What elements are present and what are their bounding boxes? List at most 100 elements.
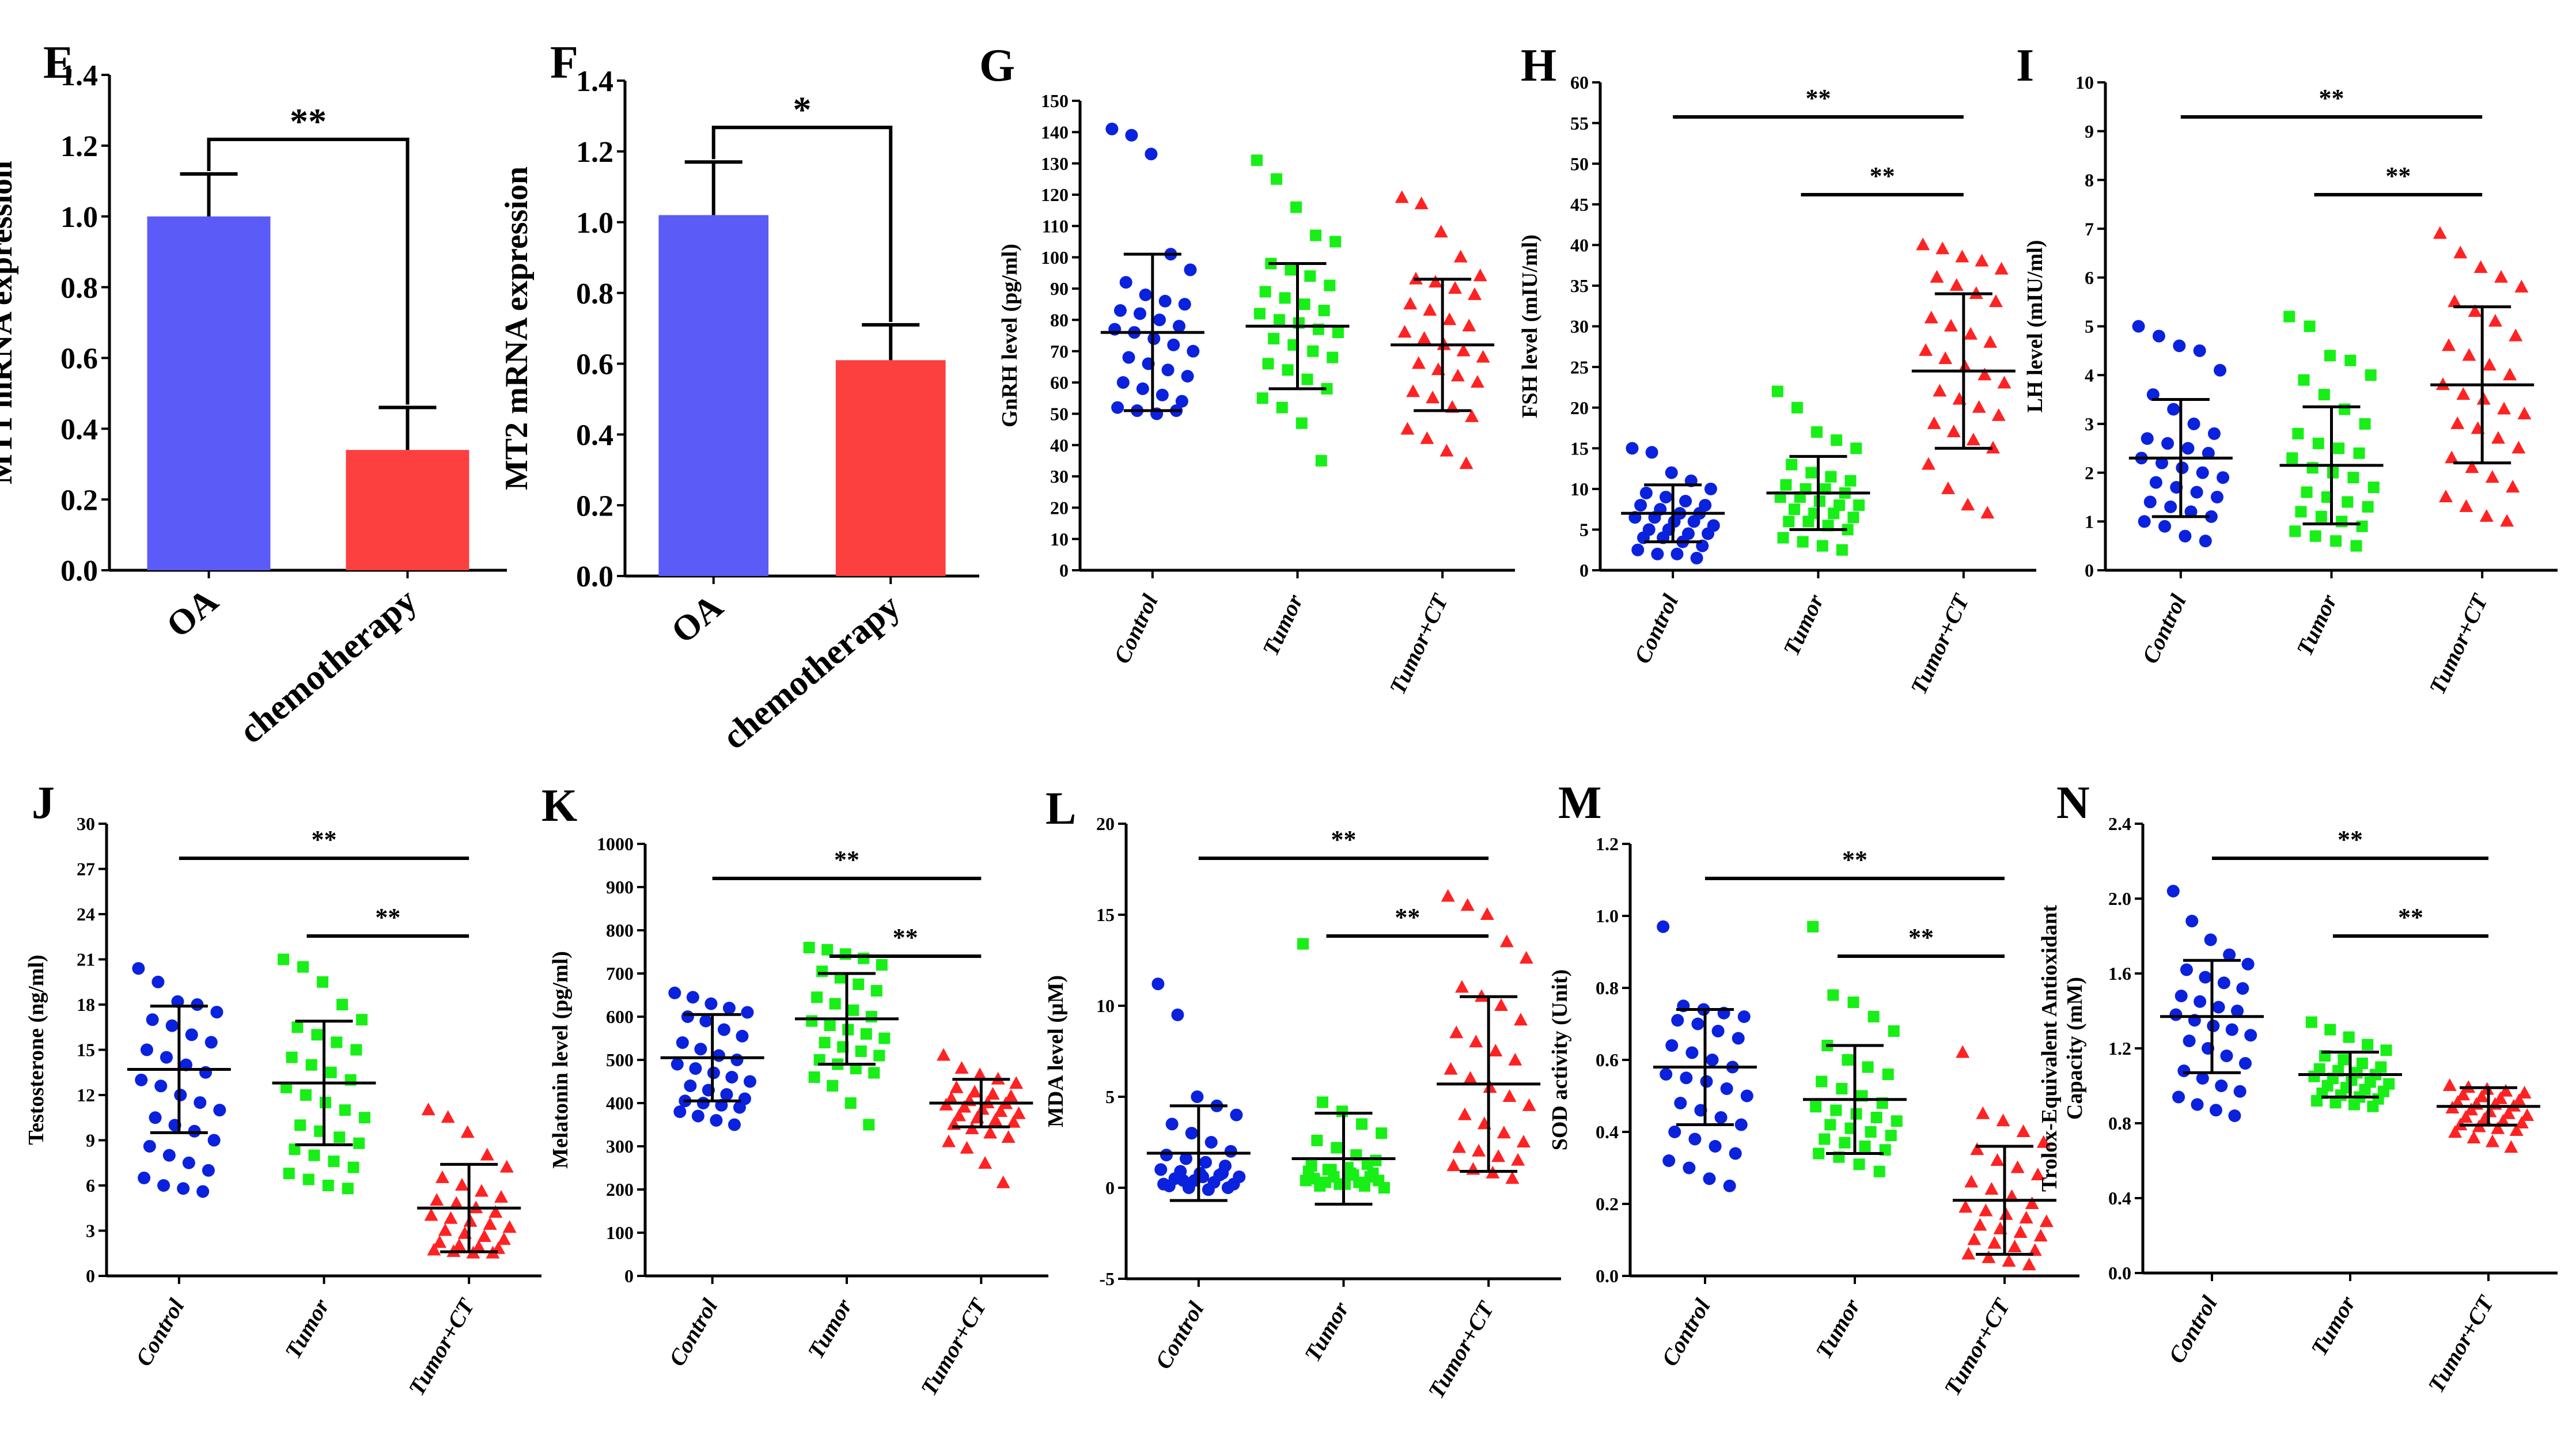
data-point (1439, 444, 1454, 457)
data-point (1956, 1045, 1970, 1058)
data-point (704, 997, 718, 1010)
data-point (2333, 442, 2345, 454)
y-tick-label: 6 (2085, 267, 2094, 288)
data-point (821, 944, 834, 956)
data-point (1417, 331, 1431, 344)
data-point (2169, 1008, 2183, 1021)
data-point (1991, 408, 2006, 421)
panel-letter: M (1558, 778, 1602, 828)
data-point (1322, 1164, 1334, 1176)
data-point (2231, 1005, 2244, 1017)
x-tick-label: Tumor+CT (1384, 589, 1453, 698)
data-point (311, 1029, 323, 1041)
y-axis-label: SOD activity (Unit) (1548, 969, 1572, 1151)
data-point (824, 1020, 836, 1031)
data-point (949, 1080, 964, 1093)
data-point (1177, 1174, 1190, 1187)
data-point (1460, 898, 1475, 911)
data-point (2191, 1098, 2204, 1111)
data-point (1367, 1167, 1379, 1179)
data-point (1813, 1147, 1825, 1160)
data-point (2445, 450, 2459, 464)
data-point (2491, 1121, 2505, 1134)
y-axis-label: MT2 mRNA expression (499, 166, 535, 490)
data-point (1253, 308, 1266, 320)
y-tick-label: 12 (77, 1085, 95, 1105)
x-tick-label: Control (2137, 590, 2192, 668)
data-point (1122, 351, 1135, 364)
data-point (322, 1180, 334, 1191)
data-point (1921, 457, 1935, 470)
y-tick-label: 30 (77, 813, 95, 834)
data-point (1836, 1083, 1848, 1094)
data-point (733, 1101, 746, 1114)
panel-letter: H (1521, 40, 1556, 91)
significance-label: ** (2319, 84, 2344, 112)
data-point (1850, 442, 1862, 454)
data-point (2019, 1211, 2033, 1223)
data-point (2298, 374, 2310, 386)
data-point (686, 991, 699, 1004)
y-tick-label: 10 (1096, 995, 1115, 1016)
data-point (2473, 260, 2488, 273)
y-tick-label: 0.0 (576, 560, 613, 593)
data-point (736, 1029, 749, 1043)
data-point (2329, 1097, 2342, 1109)
data-point (278, 953, 290, 965)
data-point (2173, 339, 2186, 353)
y-tick-label: 24 (77, 904, 95, 925)
data-point (204, 1036, 218, 1049)
bar (835, 360, 946, 576)
data-point (2439, 489, 2453, 502)
data-point (1996, 1113, 2010, 1127)
data-point (1941, 481, 1956, 494)
data-point (1191, 1090, 1204, 1103)
data-point (1780, 479, 1792, 491)
data-point (334, 1131, 346, 1143)
y-tick-label: 90 (1050, 278, 1069, 299)
y-tick-label: 5 (1105, 1086, 1115, 1107)
data-point (1700, 1075, 1713, 1088)
data-point (720, 1088, 733, 1101)
y-tick-label: 0 (2085, 560, 2094, 581)
data-point (1997, 376, 2011, 389)
panel-j: J 0 3 6 9 12 15 18 21 24 27 30 Testosterone (ng/ml) C… (24, 778, 541, 1400)
data-point (1290, 201, 1302, 213)
data-point (1816, 1075, 1828, 1088)
data-point (2347, 472, 2359, 484)
data-point (2315, 510, 2327, 522)
data-point (449, 1196, 464, 1209)
data-point (2236, 982, 2249, 995)
y-tick-label: 0.0 (2108, 1263, 2131, 1283)
data-point (339, 1104, 351, 1116)
data-point (1704, 482, 1717, 495)
panel-m: M 0.0 0.2 0.4 0.6 0.8 1.0 1.2 SOD activity (Unit… (1548, 778, 2079, 1400)
data-point (2301, 486, 2313, 498)
data-point (210, 1006, 223, 1019)
data-point (182, 1156, 195, 1169)
y-tick-label: 200 (606, 1179, 634, 1200)
data-point (1156, 388, 1169, 401)
data-point (455, 1178, 469, 1191)
y-tick-label: 0.4 (576, 419, 613, 452)
data-point (2453, 245, 2468, 259)
data-point (1634, 499, 1647, 512)
data-point (2210, 490, 2223, 503)
data-point (1125, 128, 1138, 142)
data-point (1665, 466, 1678, 479)
y-tick-label: 2.4 (2108, 813, 2131, 834)
y-tick-label: 0.6 (1596, 1050, 1619, 1070)
data-point (803, 942, 815, 953)
data-point (1825, 471, 1837, 483)
data-point (691, 1109, 704, 1123)
data-point (1924, 310, 1938, 324)
data-point (2007, 1240, 2022, 1252)
data-point (1873, 1165, 1885, 1177)
y-tick-label: 5 (2085, 316, 2094, 337)
data-point (1680, 1071, 1693, 1085)
x-tick-label: Tumor (1778, 590, 1829, 660)
y-tick-label: 0 (1059, 560, 1069, 581)
data-point (712, 1049, 725, 1062)
data-point (1157, 1177, 1170, 1191)
data-point (2146, 388, 2160, 401)
